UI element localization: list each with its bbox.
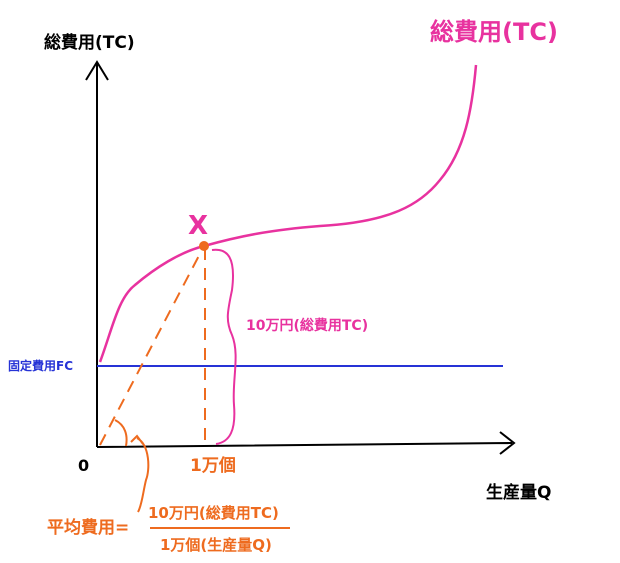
- x-point-label: 1万個: [190, 455, 236, 476]
- brace: [211, 248, 237, 445]
- brace-label: 10万円(総費用TC): [246, 317, 368, 334]
- formula-numerator: 10万円(総費用TC): [148, 504, 279, 522]
- curve-label: 総費用(TC): [430, 18, 558, 46]
- x-axis-label: 生産量Q: [486, 482, 551, 503]
- average-line: [99, 245, 205, 446]
- y-axis: [85, 60, 109, 447]
- formula-denominator: 1万個(生産量Q): [160, 536, 272, 554]
- point-x: [199, 241, 209, 251]
- tc-curve: [98, 64, 478, 363]
- pointer-arrow: [130, 434, 150, 513]
- x-axis: [96, 431, 516, 455]
- origin-label: 0: [78, 456, 89, 475]
- formula-lhs: 平均費用=: [47, 517, 129, 538]
- angle-arc: [114, 419, 128, 447]
- fc-label: 固定費用FC: [8, 358, 73, 373]
- point-label: X: [188, 211, 208, 241]
- y-axis-label: 総費用(TC): [44, 32, 135, 53]
